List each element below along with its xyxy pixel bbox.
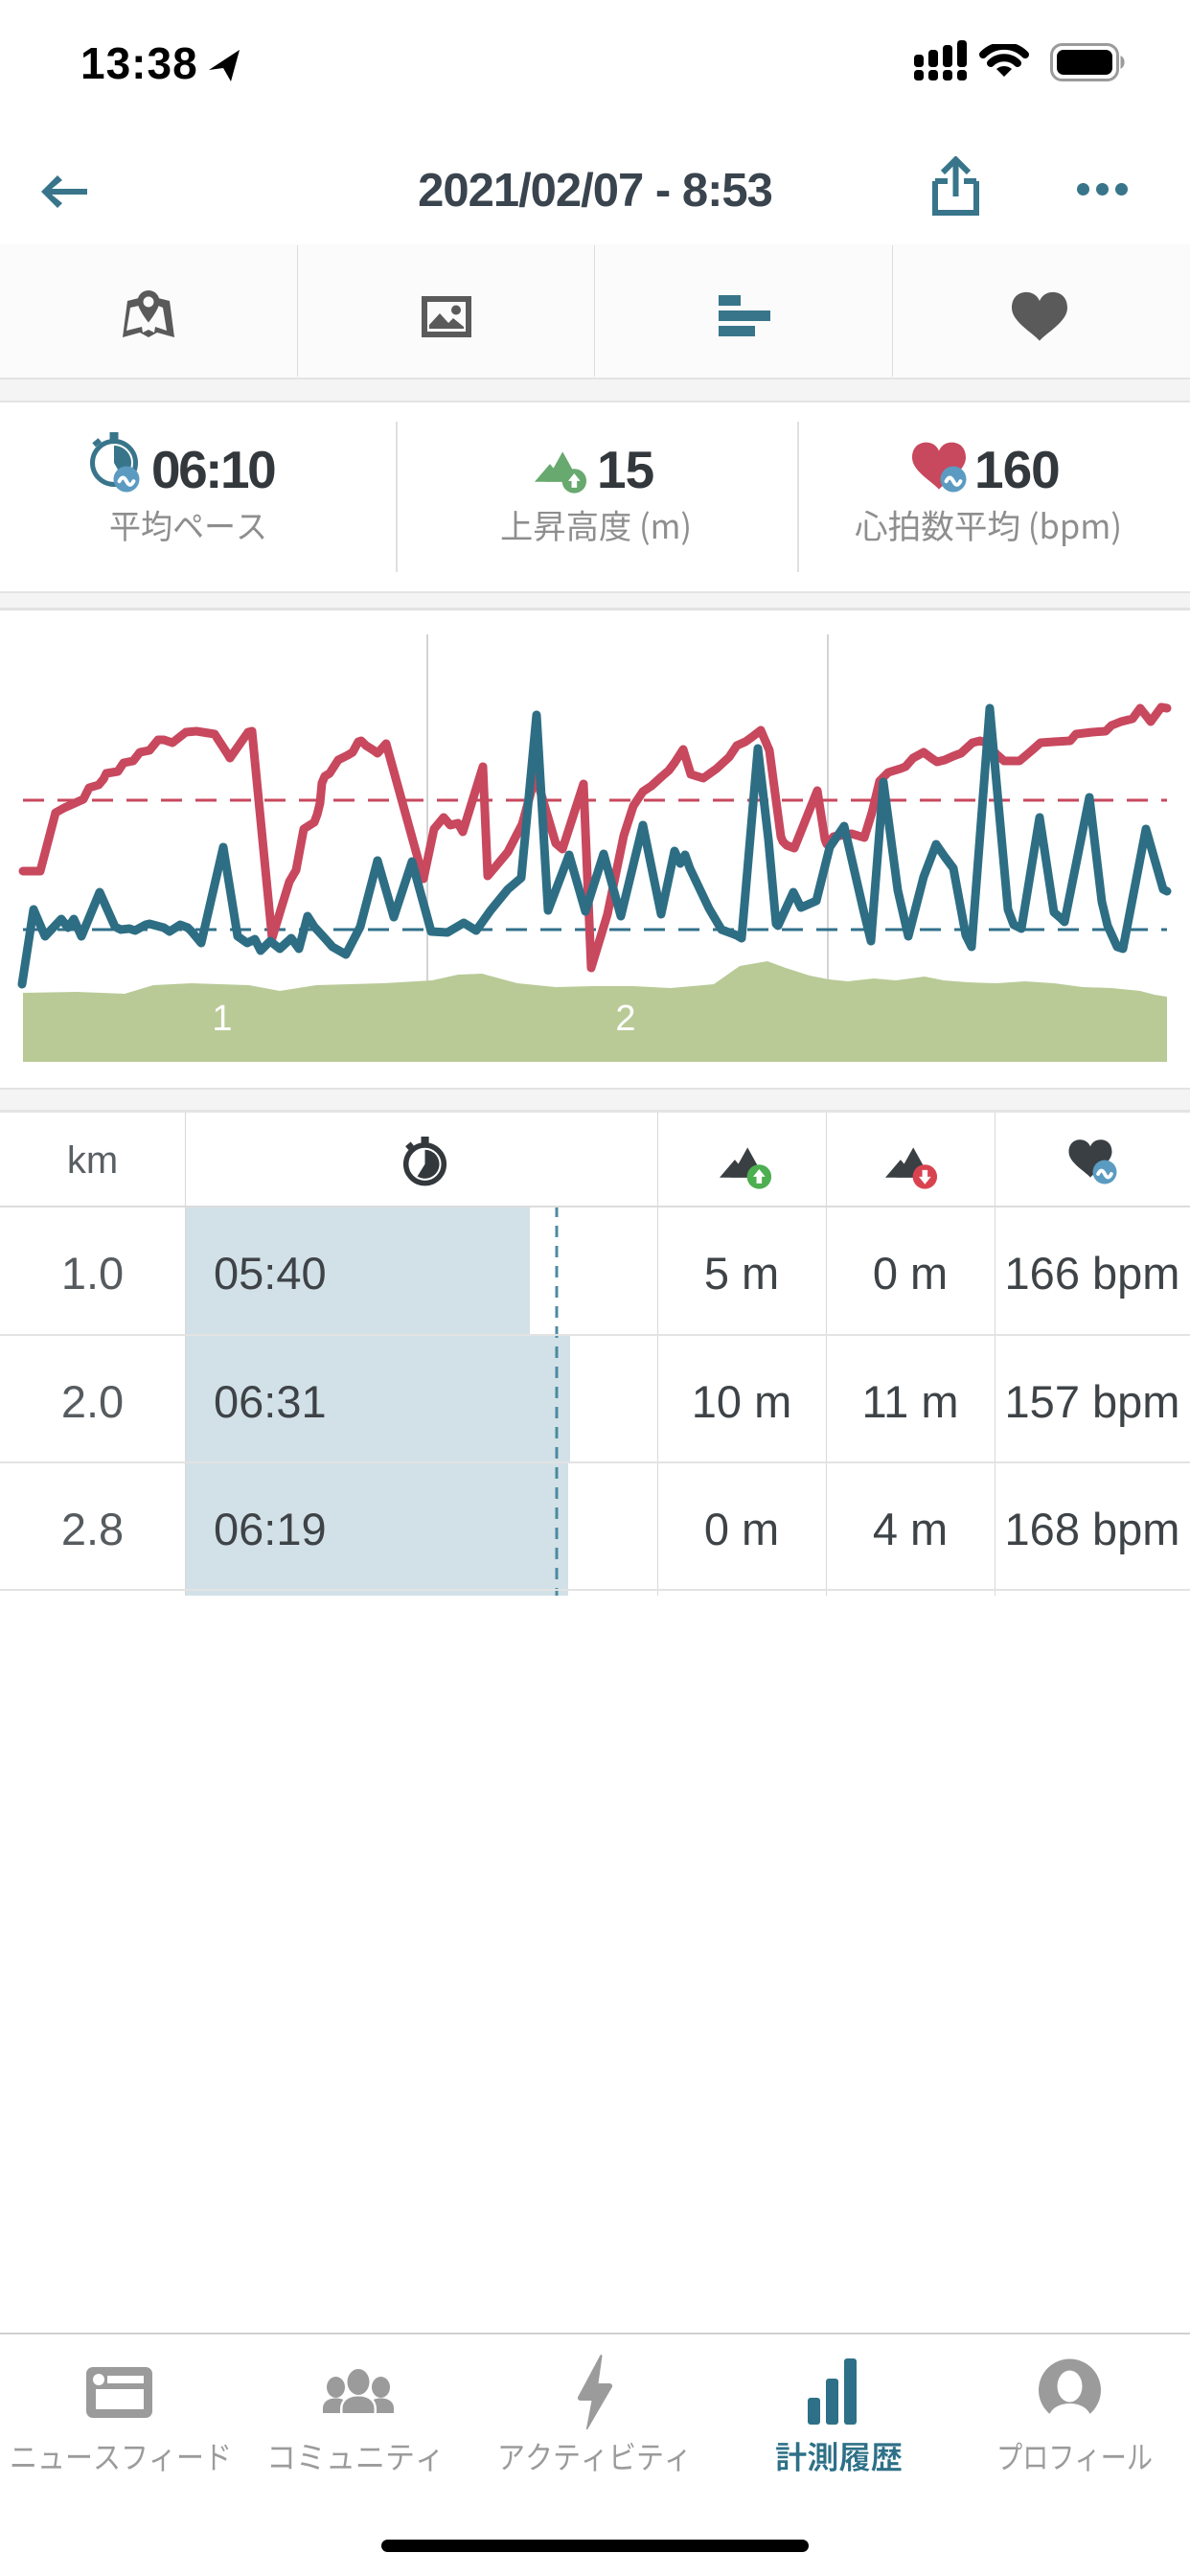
svg-text:2: 2 (615, 999, 635, 1039)
svg-text:1: 1 (212, 999, 232, 1039)
